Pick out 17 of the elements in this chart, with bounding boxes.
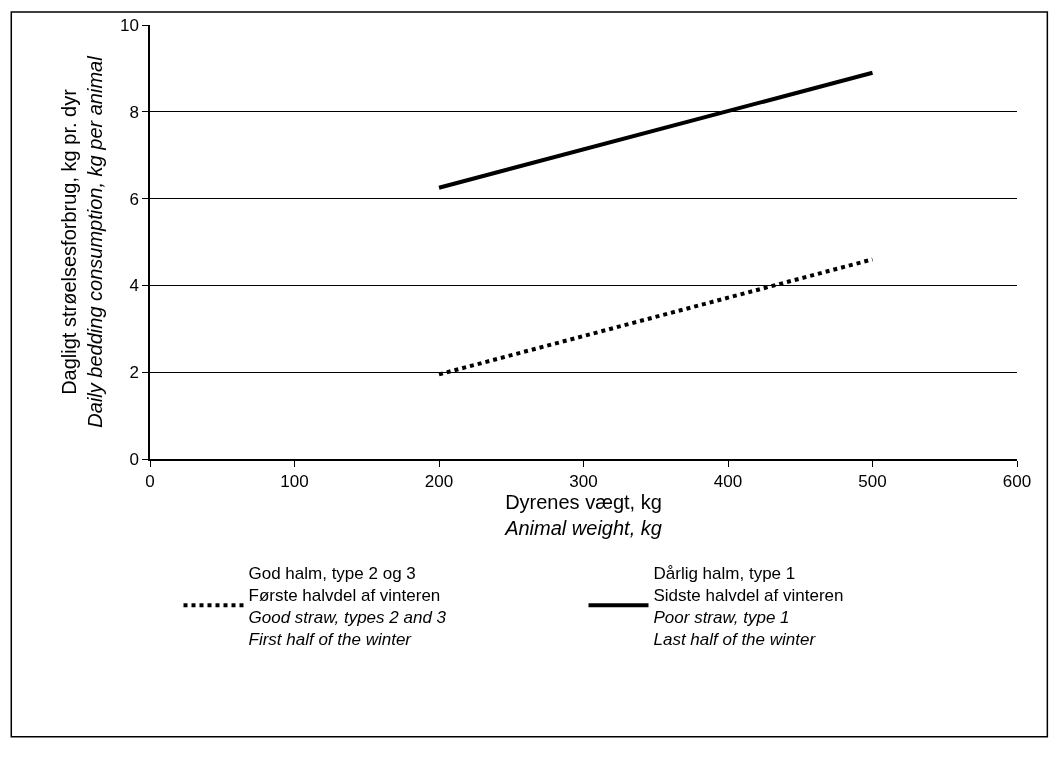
x-tick-label: 100 [280,472,309,492]
x-tick-label: 400 [713,472,743,492]
y-axis-title: Dagligt strøelsesforbrug, kg pr. dyr Daily bedding consumption, kg per animal [57,55,106,428]
x-axis-title: Dyrenes vægt, kg Animal weight, kg [504,491,662,540]
y-tick-label: 10 [119,15,139,35]
legend-label: God halm, type 2 og 3 Første halvdel af vinteren Good straw, types 2 and 3 First half of the winter [248,563,447,649]
y-tick-label: 6 [129,189,139,209]
x-tick-label: 0 [145,472,155,492]
y-tick-label: 2 [129,363,139,383]
x-tick-label: 300 [569,472,598,492]
y-tick-label: 4 [129,276,139,296]
legend-label: Dårlig halm, type 1 Sidste halvdel af vinteren Poor straw, type 1 Last half of the winter [653,563,844,649]
x-tick-label: 200 [424,472,454,492]
x-tick-label: 500 [858,472,887,492]
y-tick-label: 0 [129,449,139,469]
y-tick-label: 8 [129,102,139,122]
x-tick-label: 600 [1002,472,1032,492]
